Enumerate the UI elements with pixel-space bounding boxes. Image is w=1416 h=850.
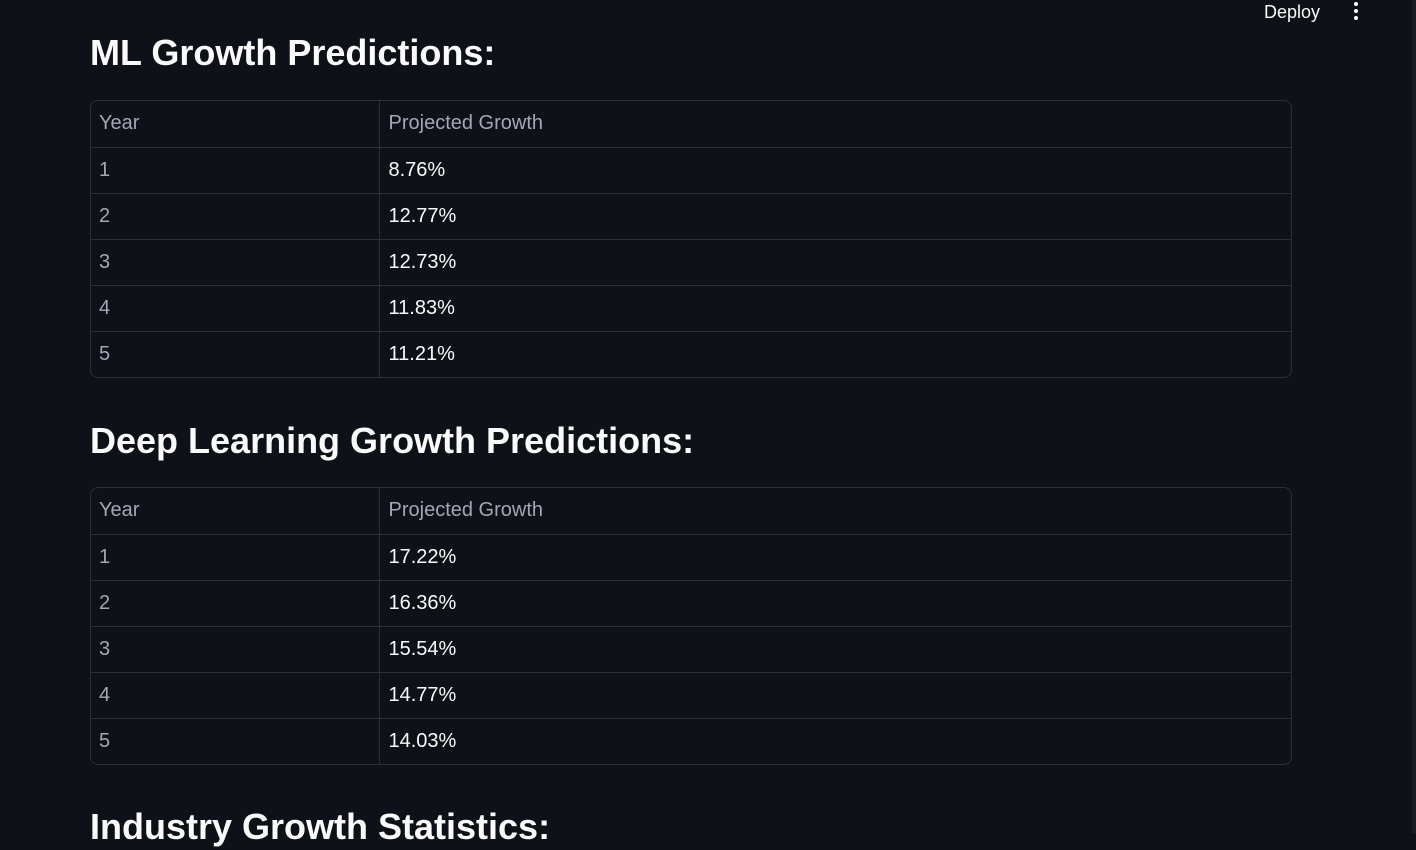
cell-growth: 16.36% xyxy=(379,579,1291,626)
industry-growth-section: Industry Growth Statistics: xyxy=(90,804,1292,850)
cell-year: 1 xyxy=(91,533,380,580)
section-title: Industry Growth Statistics: xyxy=(90,806,551,847)
table-row[interactable]: 4 11.83% xyxy=(91,284,1291,331)
cell-growth: 11.83% xyxy=(379,284,1291,331)
table-row[interactable]: 3 12.73% xyxy=(91,238,1291,285)
table-row[interactable]: 5 14.03% xyxy=(91,717,1291,764)
table-row[interactable]: 3 15.54% xyxy=(91,625,1291,672)
deep-learning-growth-section: Deep Learning Growth Predictions: xyxy=(90,418,1292,464)
table-row[interactable]: 5 11.21% xyxy=(91,330,1291,377)
column-header-year[interactable]: Year xyxy=(91,488,380,534)
cell-growth: 12.73% xyxy=(379,238,1291,285)
cell-year: 1 xyxy=(91,146,380,193)
scrollbar-track[interactable] xyxy=(1412,0,1416,833)
cell-year: 3 xyxy=(91,625,380,672)
cell-growth: 15.54% xyxy=(379,625,1291,672)
ml-growth-table[interactable]: Year Projected Growth 1 8.76% 2 12.77% 3… xyxy=(90,100,1292,378)
section-title: Deep Learning Growth Predictions: xyxy=(90,420,695,461)
ml-growth-table-container: Year Projected Growth 1 8.76% 2 12.77% 3… xyxy=(90,100,1292,378)
cell-year: 4 xyxy=(91,671,380,718)
cell-growth: 17.22% xyxy=(379,533,1291,580)
cell-growth: 12.77% xyxy=(379,192,1291,239)
app-header: Deploy xyxy=(0,0,1412,28)
deep-learning-table-container: Year Projected Growth 1 17.22% 2 16.36% … xyxy=(90,487,1292,765)
cell-year: 2 xyxy=(91,192,380,239)
table-header-row: Year Projected Growth xyxy=(91,101,1291,147)
table-header-row: Year Projected Growth xyxy=(91,488,1291,534)
table-row[interactable]: 2 16.36% xyxy=(91,579,1291,626)
table-row[interactable]: 1 17.22% xyxy=(91,533,1291,580)
ml-growth-section: ML Growth Predictions: xyxy=(90,30,1292,76)
section-title: ML Growth Predictions: xyxy=(90,32,496,73)
more-vertical-icon[interactable] xyxy=(1346,0,1366,26)
cell-year: 3 xyxy=(91,238,380,285)
column-header-projected-growth[interactable]: Projected Growth xyxy=(388,112,544,135)
column-header-year[interactable]: Year xyxy=(91,101,380,147)
deep-learning-growth-table[interactable]: Year Projected Growth 1 17.22% 2 16.36% … xyxy=(90,487,1292,765)
cell-year: 5 xyxy=(91,717,380,764)
cell-year: 5 xyxy=(91,330,380,377)
cell-growth: 8.76% xyxy=(379,146,1291,193)
table-row[interactable]: 1 8.76% xyxy=(91,146,1291,193)
cell-growth: 14.77% xyxy=(379,671,1291,718)
deploy-button[interactable]: Deploy xyxy=(1263,2,1320,22)
cell-year: 4 xyxy=(91,284,380,331)
cell-year: 2 xyxy=(91,579,380,626)
table-row[interactable]: 4 14.77% xyxy=(91,671,1291,718)
cell-growth: 11.21% xyxy=(379,330,1291,377)
column-header-projected-growth[interactable]: Projected Growth xyxy=(388,499,544,522)
cell-growth: 14.03% xyxy=(379,717,1291,764)
table-row[interactable]: 2 12.77% xyxy=(91,192,1291,239)
